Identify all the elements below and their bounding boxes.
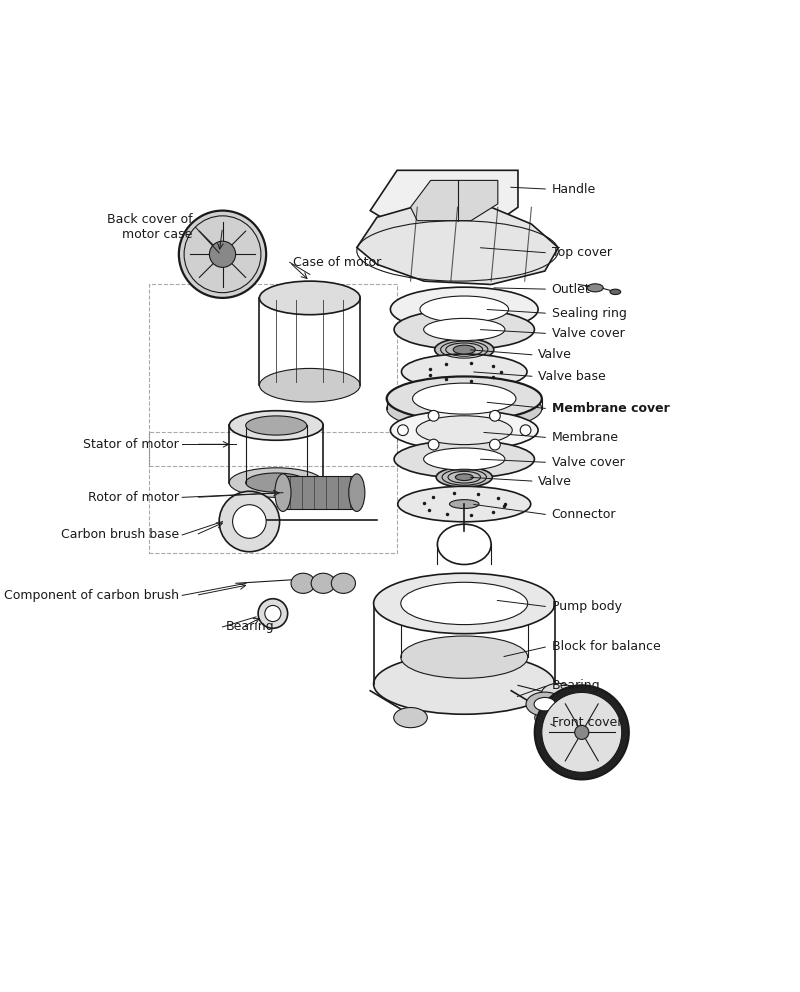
Text: Component of carbon brush: Component of carbon brush bbox=[4, 589, 179, 602]
Text: Outlet: Outlet bbox=[551, 283, 590, 296]
Text: Valve: Valve bbox=[538, 348, 572, 361]
Text: Connector: Connector bbox=[551, 508, 616, 522]
Ellipse shape bbox=[455, 474, 473, 480]
Text: Front cover: Front cover bbox=[551, 716, 622, 729]
Ellipse shape bbox=[386, 377, 542, 421]
Text: Case of motor: Case of motor bbox=[293, 256, 382, 269]
Ellipse shape bbox=[534, 697, 555, 711]
Text: Pump body: Pump body bbox=[551, 600, 622, 613]
Polygon shape bbox=[283, 476, 357, 510]
Ellipse shape bbox=[542, 683, 575, 703]
Ellipse shape bbox=[386, 387, 542, 431]
Ellipse shape bbox=[246, 473, 306, 492]
Ellipse shape bbox=[453, 345, 475, 354]
Circle shape bbox=[490, 439, 500, 450]
Circle shape bbox=[520, 425, 531, 435]
Ellipse shape bbox=[401, 636, 528, 679]
Ellipse shape bbox=[390, 411, 538, 450]
Text: Membrane cover: Membrane cover bbox=[551, 402, 670, 416]
Ellipse shape bbox=[526, 692, 564, 716]
Ellipse shape bbox=[398, 486, 530, 522]
Text: Valve cover: Valve cover bbox=[551, 327, 624, 340]
Ellipse shape bbox=[374, 573, 555, 634]
Text: Stator of motor: Stator of motor bbox=[83, 437, 179, 450]
Ellipse shape bbox=[291, 573, 315, 593]
Ellipse shape bbox=[420, 296, 509, 322]
Ellipse shape bbox=[394, 440, 534, 478]
Ellipse shape bbox=[331, 573, 355, 593]
Text: Back cover of
motor case: Back cover of motor case bbox=[106, 213, 192, 241]
Text: Top cover: Top cover bbox=[551, 246, 611, 260]
Ellipse shape bbox=[258, 599, 288, 628]
Text: Sealing ring: Sealing ring bbox=[551, 307, 626, 319]
Circle shape bbox=[398, 425, 408, 435]
Circle shape bbox=[542, 692, 622, 773]
Text: Block for balance: Block for balance bbox=[551, 640, 660, 653]
Ellipse shape bbox=[259, 281, 360, 314]
Ellipse shape bbox=[401, 582, 528, 625]
Ellipse shape bbox=[275, 474, 291, 512]
Text: Handle: Handle bbox=[551, 183, 596, 195]
Polygon shape bbox=[370, 171, 518, 231]
Text: Valve cover: Valve cover bbox=[551, 456, 624, 469]
Ellipse shape bbox=[374, 654, 555, 714]
Text: Rotor of motor: Rotor of motor bbox=[88, 491, 179, 504]
Polygon shape bbox=[357, 204, 558, 285]
Text: Bearing: Bearing bbox=[226, 620, 274, 634]
Circle shape bbox=[534, 685, 629, 780]
Ellipse shape bbox=[230, 411, 323, 440]
Circle shape bbox=[428, 439, 439, 450]
Ellipse shape bbox=[311, 573, 335, 593]
Polygon shape bbox=[410, 181, 498, 220]
Circle shape bbox=[428, 411, 439, 422]
Ellipse shape bbox=[587, 284, 603, 292]
Ellipse shape bbox=[534, 707, 568, 728]
Ellipse shape bbox=[424, 318, 505, 340]
Text: Carbon brush base: Carbon brush base bbox=[61, 529, 179, 542]
Circle shape bbox=[574, 725, 589, 739]
Ellipse shape bbox=[434, 338, 494, 361]
Text: Valve base: Valve base bbox=[538, 370, 606, 383]
Circle shape bbox=[210, 241, 236, 268]
Ellipse shape bbox=[230, 468, 323, 497]
Ellipse shape bbox=[402, 354, 527, 390]
Ellipse shape bbox=[610, 290, 621, 295]
Ellipse shape bbox=[265, 605, 281, 622]
Text: Membrane: Membrane bbox=[551, 432, 618, 444]
Ellipse shape bbox=[349, 474, 365, 512]
Ellipse shape bbox=[246, 416, 306, 435]
Ellipse shape bbox=[394, 707, 427, 728]
Ellipse shape bbox=[413, 383, 516, 414]
Ellipse shape bbox=[390, 287, 538, 331]
Ellipse shape bbox=[259, 368, 360, 402]
Circle shape bbox=[490, 411, 500, 422]
Ellipse shape bbox=[436, 467, 492, 487]
Text: Bearing: Bearing bbox=[551, 679, 600, 691]
Circle shape bbox=[179, 210, 266, 298]
Ellipse shape bbox=[424, 448, 505, 470]
Ellipse shape bbox=[416, 416, 512, 444]
Circle shape bbox=[233, 505, 266, 539]
Ellipse shape bbox=[450, 500, 479, 509]
Circle shape bbox=[219, 491, 279, 552]
Ellipse shape bbox=[394, 310, 534, 349]
Text: Valve: Valve bbox=[538, 475, 572, 488]
